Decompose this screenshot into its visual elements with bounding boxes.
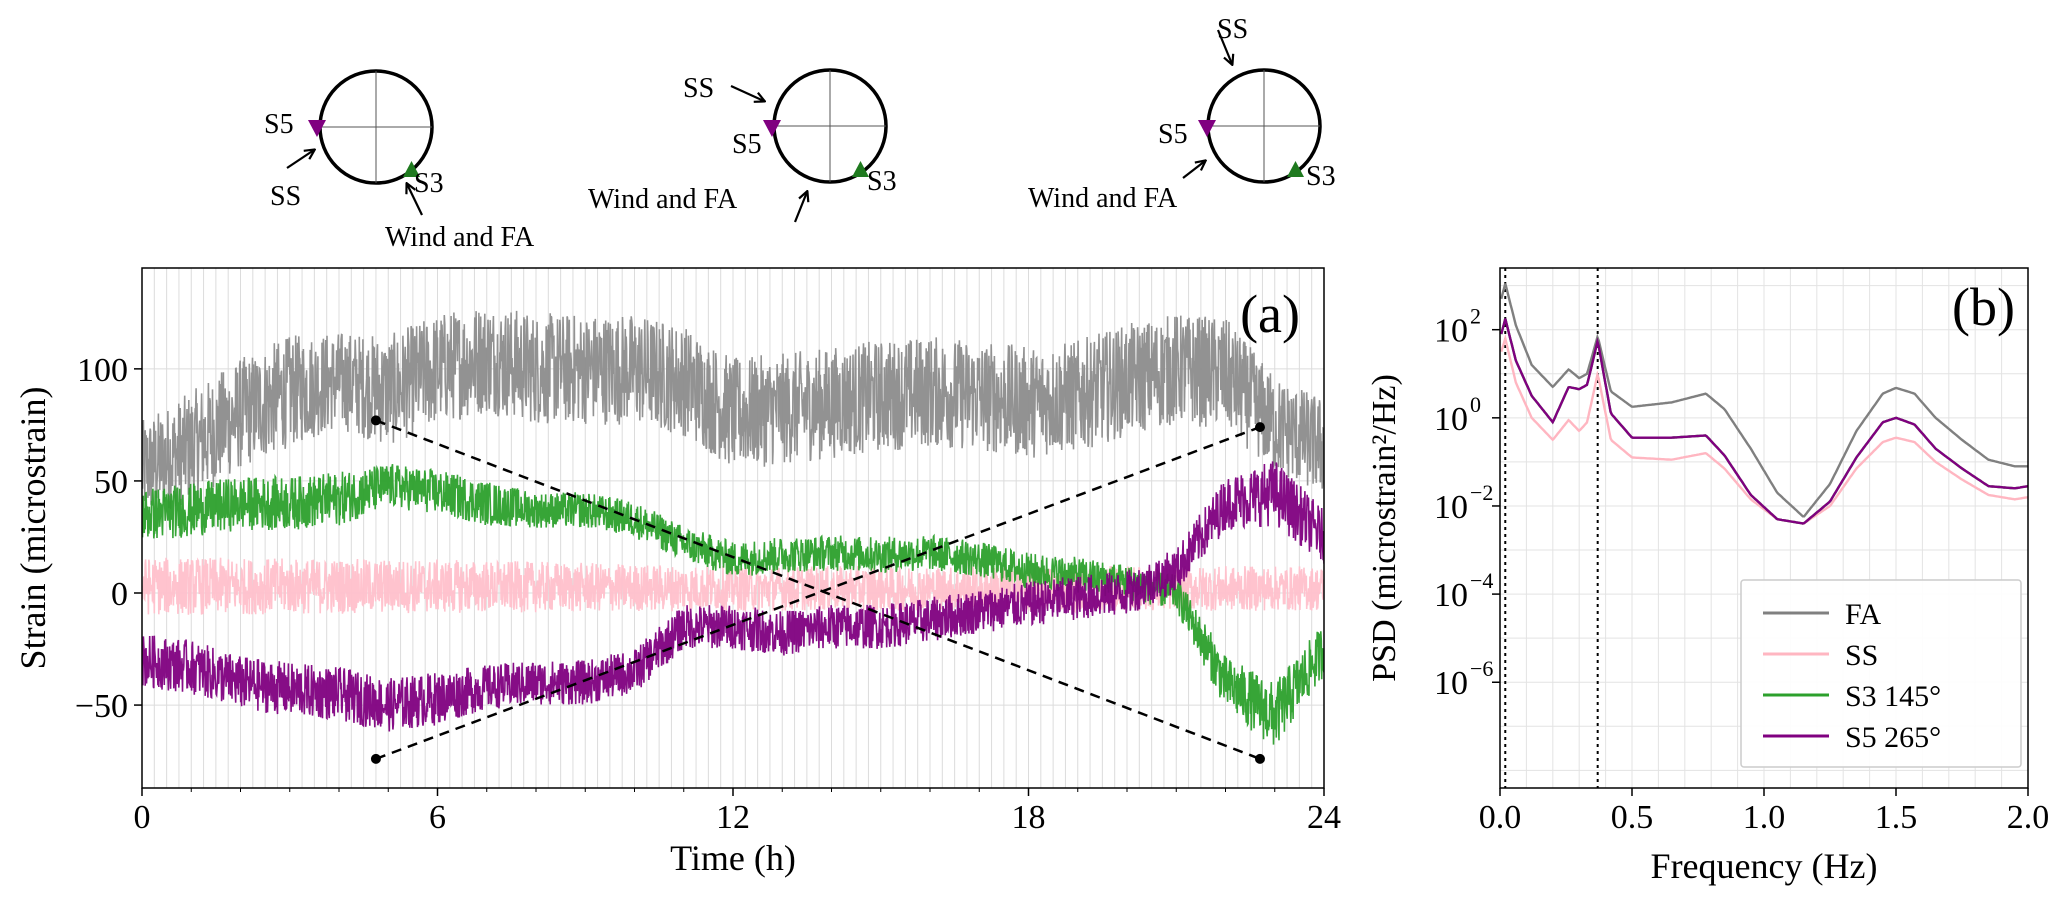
x-tick-label: 0.5 xyxy=(1611,799,1654,836)
y-tick-label: 50 xyxy=(94,464,128,501)
s3-sensor-marker xyxy=(403,161,420,177)
s5-label: S5 xyxy=(264,109,294,140)
ss-label: SS xyxy=(683,73,714,104)
s3-label: S3 xyxy=(414,168,444,199)
x-tick-label: 2.0 xyxy=(2007,799,2050,836)
ss-label: SS xyxy=(270,181,301,212)
orientation-diagram-1: S5 S3 SS Wind and FA xyxy=(264,69,535,253)
series-line-fa xyxy=(142,310,1324,510)
x-tick-label: 0.0 xyxy=(1479,799,1522,836)
y-tick-exponent: 0 xyxy=(1470,392,1481,417)
ticks-a: 0 6 12 18 24 −50 0 50 100 xyxy=(75,352,1341,836)
s3-label: S3 xyxy=(867,166,897,197)
y-tick-label: 100 xyxy=(77,352,128,389)
trend-dashed-lines xyxy=(370,415,1265,764)
trend-endpoint-marker xyxy=(1254,422,1265,433)
ss-arrow xyxy=(730,84,764,101)
y-tick-label: 10 xyxy=(1434,577,1468,614)
legend-label-s3-145: S3 145° xyxy=(1845,680,1941,713)
wind-fa-arrow xyxy=(793,192,807,223)
x-tick-label: 1.0 xyxy=(1743,799,1786,836)
s5-sensor-marker xyxy=(1198,120,1216,137)
series-line-fa xyxy=(1500,283,2028,518)
ss-label: SS xyxy=(1217,14,1248,45)
ss-arrow xyxy=(286,150,314,169)
s5-label: S5 xyxy=(732,129,762,160)
orientation-diagram-3: S5 S3 SS Wind and FA xyxy=(1028,14,1336,214)
wind-fa-label: Wind and FA xyxy=(588,184,738,215)
legend-label-s5-265: S5 265° xyxy=(1845,721,1941,754)
trend-endpoint-marker xyxy=(1254,753,1265,764)
wind-fa-label: Wind and FA xyxy=(1028,183,1178,214)
y-tick-label: 0 xyxy=(111,576,128,613)
x-axis-label-b: Frequency (Hz) xyxy=(1651,846,1878,886)
dominant-frequency-markers xyxy=(1504,268,1599,788)
series-line-s5-265 xyxy=(1500,318,2028,525)
series-group-b xyxy=(1500,283,2028,525)
s3-label: S3 xyxy=(1306,161,1336,192)
x-tick-label: 24 xyxy=(1307,799,1341,836)
y-tick-label: 10 xyxy=(1434,489,1468,526)
trend-endpoint-marker xyxy=(370,415,381,426)
s5-sensor-marker xyxy=(308,120,326,137)
x-tick-label: 12 xyxy=(716,799,750,836)
s3-sensor-marker xyxy=(852,161,869,177)
y-tick-label: 10 xyxy=(1434,313,1468,350)
x-tick-label: 6 xyxy=(429,799,446,836)
y-tick-exponent: −6 xyxy=(1470,656,1493,681)
wind-fa-arrow xyxy=(1182,161,1205,179)
panel-label-a: (a) xyxy=(1240,284,1300,344)
s5-label: S5 xyxy=(1158,119,1188,150)
s3-sensor-marker xyxy=(1287,161,1304,177)
y-tick-exponent: −4 xyxy=(1470,568,1493,593)
legend-label-fa: FA xyxy=(1845,598,1881,631)
y-tick-label: 10 xyxy=(1434,401,1468,438)
wind-fa-label: Wind and FA xyxy=(385,222,535,253)
y-axis-label-b: PSD (microstrain²/Hz) xyxy=(1366,374,1403,682)
s5-sensor-marker xyxy=(763,120,781,137)
x-tick-label: 0 xyxy=(134,799,151,836)
x-tick-label: 18 xyxy=(1012,799,1046,836)
y-tick-exponent: 2 xyxy=(1470,304,1481,329)
orientation-diagram-2: S5 S3 SS Wind and FA xyxy=(588,68,897,223)
x-axis-label-a: Time (h) xyxy=(670,838,796,878)
legend-box xyxy=(1740,579,2022,768)
ss-arrow xyxy=(1216,29,1232,64)
wind-fa-arrow xyxy=(407,184,423,216)
strain-time-series-panel: 0 6 12 18 24 −50 0 50 100 (a) Time (h) Strain (m… xyxy=(13,267,1341,878)
x-tick-label: 1.5 xyxy=(1875,799,1918,836)
series-line-ss xyxy=(1500,333,2028,525)
trend-endpoint-marker xyxy=(370,753,381,764)
y-tick-label: 10 xyxy=(1434,665,1468,702)
series-line-s5-265 xyxy=(142,461,1324,732)
y-tick-label: −50 xyxy=(75,688,128,725)
y-tick-exponent: −2 xyxy=(1470,480,1493,505)
y-axis-label-a: Strain (microstrain) xyxy=(13,387,53,670)
legend-label-ss: SS xyxy=(1845,639,1878,672)
legend: FA SS S3 145° S5 265° xyxy=(1740,579,2022,768)
dashed-trend-line xyxy=(375,425,1261,761)
dashed-trend-line xyxy=(375,419,1261,761)
panel-label-b: (b) xyxy=(1952,277,2015,337)
